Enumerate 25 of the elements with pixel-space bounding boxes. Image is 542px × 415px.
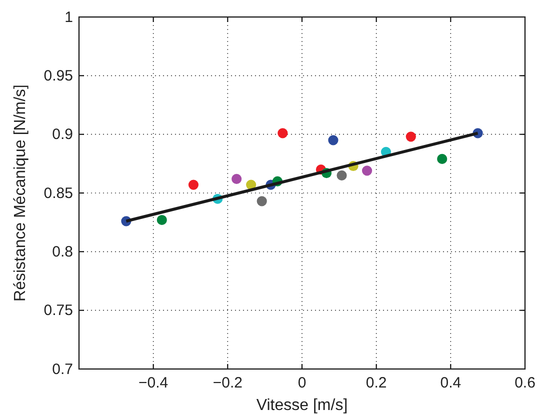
point [362,166,372,176]
point [336,170,347,180]
x-tick-label: −0.2 [212,374,242,392]
x-tick-label: 0.2 [366,374,387,392]
y-tick-label: 0.8 [52,243,73,260]
y-tick-label: 0.9 [52,126,73,144]
x-tick-label: 0.4 [440,374,462,392]
point [256,196,267,206]
point [188,180,199,190]
x-tick-label: −0.4 [138,374,168,392]
x-tick-label: 0 [298,374,306,392]
y-axis-title: Résistance Mécanique [N/m/s] [12,84,29,302]
point [232,174,242,184]
point [437,154,448,164]
y-tick-label: 0.7 [52,360,73,378]
y-tick-label: 0.95 [44,67,73,84]
point [406,132,416,142]
x-tick-label: 0.6 [514,374,536,392]
point [156,214,167,226]
x-axis-title: Vitesse [m/s] [256,397,348,414]
point [278,128,288,138]
y-tick-label: 0.75 [44,302,73,320]
point [328,135,338,146]
y-tick-label: 1 [64,8,73,26]
y-tick-label: 0.85 [44,184,73,202]
